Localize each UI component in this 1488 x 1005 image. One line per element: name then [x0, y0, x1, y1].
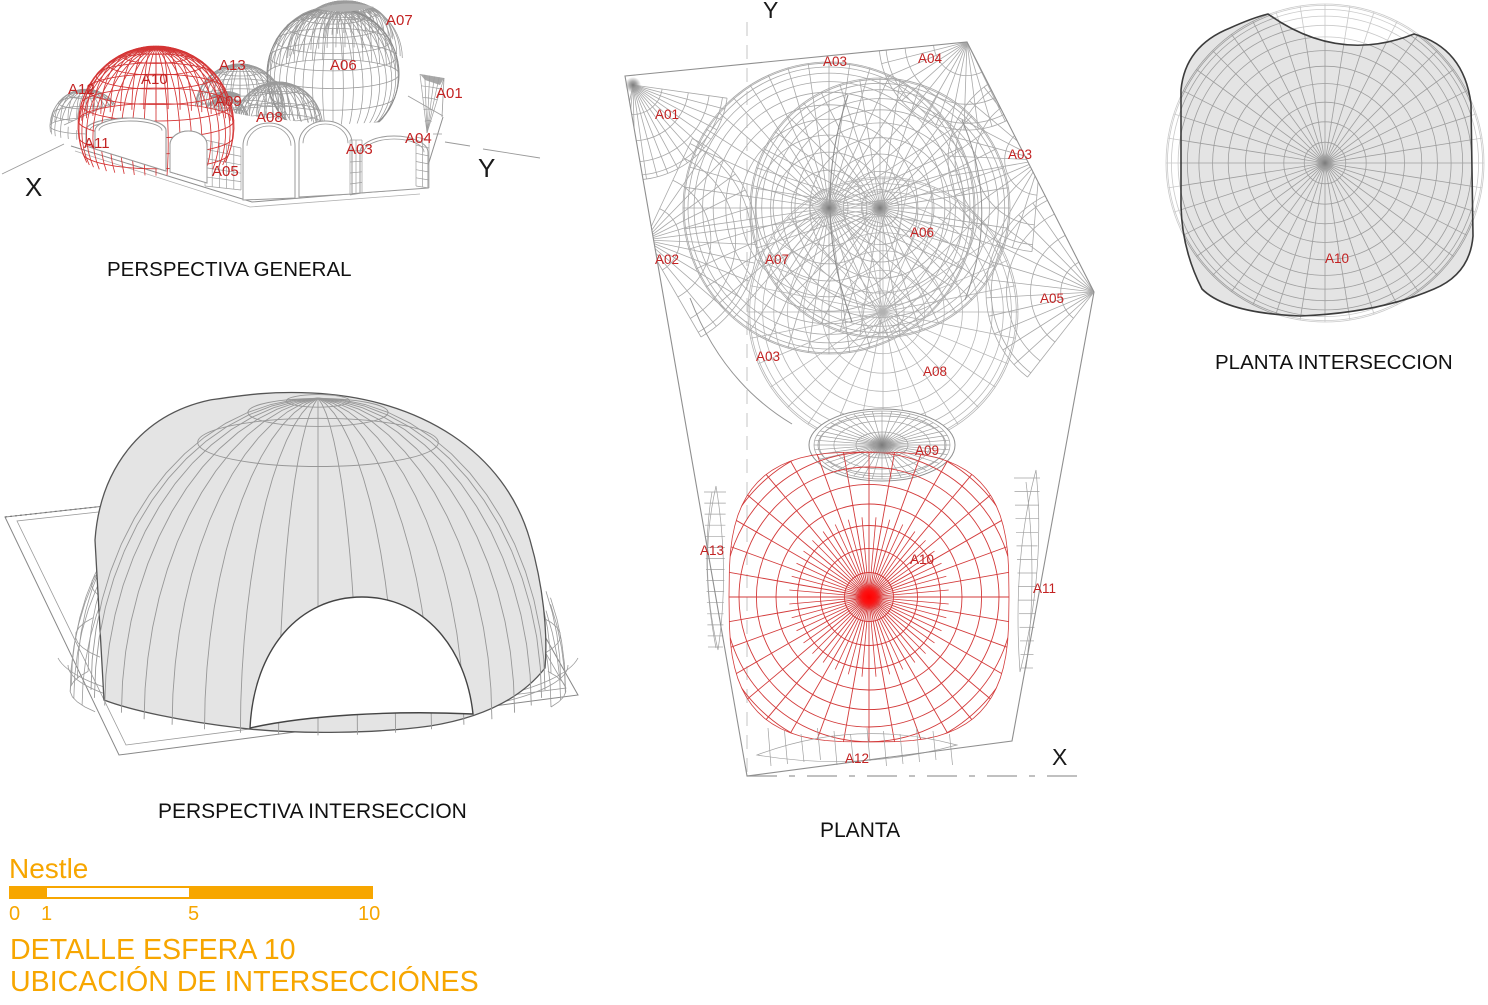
svg-text:A04: A04: [405, 130, 432, 147]
svg-text:0: 0: [9, 903, 20, 925]
svg-text:A08: A08: [923, 364, 947, 379]
svg-text:PLANTA: PLANTA: [820, 819, 900, 842]
svg-text:X: X: [1052, 744, 1067, 770]
svg-text:A12: A12: [845, 751, 869, 766]
svg-text:1: 1: [41, 903, 52, 925]
svg-text:A10: A10: [1325, 251, 1349, 266]
svg-text:A13: A13: [219, 57, 246, 74]
svg-text:Y: Y: [478, 153, 495, 183]
svg-text:PERSPECTIVA INTERSECCION: PERSPECTIVA INTERSECCION: [158, 800, 467, 823]
svg-text:A01: A01: [655, 107, 679, 122]
svg-text:A03: A03: [756, 349, 780, 364]
svg-text:A06: A06: [910, 225, 934, 240]
svg-text:PERSPECTIVA GENERAL: PERSPECTIVA GENERAL: [107, 258, 352, 281]
svg-text:A07: A07: [765, 252, 789, 267]
svg-text:A03: A03: [1008, 147, 1032, 162]
svg-text:A05: A05: [1040, 291, 1064, 306]
svg-text:A01: A01: [436, 85, 463, 102]
svg-text:PLANTA INTERSECCION: PLANTA INTERSECCION: [1215, 351, 1453, 374]
svg-text:UBICACIÓN DE INTERSECCIÓNES: UBICACIÓN DE INTERSECCIÓNES: [10, 965, 479, 998]
svg-text:A09: A09: [915, 443, 939, 458]
svg-text:10: 10: [358, 903, 380, 925]
svg-text:A08: A08: [256, 109, 283, 126]
svg-text:Nestle: Nestle: [9, 853, 88, 884]
svg-text:A04: A04: [918, 51, 943, 66]
svg-text:A07: A07: [386, 12, 413, 29]
svg-text:5: 5: [188, 903, 199, 925]
svg-text:Y: Y: [763, 0, 778, 23]
svg-text:DETALLE ESFERA 10: DETALLE ESFERA 10: [10, 934, 296, 966]
svg-text:A12: A12: [68, 81, 95, 98]
svg-text:A05: A05: [212, 163, 239, 180]
svg-text:A02: A02: [655, 252, 679, 267]
svg-text:X: X: [25, 172, 42, 202]
svg-text:A10: A10: [141, 71, 168, 88]
svg-text:A11: A11: [84, 135, 110, 152]
svg-text:A09: A09: [215, 93, 242, 110]
svg-text:A11: A11: [1033, 581, 1056, 596]
svg-text:A13: A13: [700, 543, 724, 558]
svg-text:A03: A03: [823, 54, 847, 69]
svg-text:A10: A10: [910, 552, 934, 567]
svg-text:A06: A06: [330, 57, 357, 74]
svg-text:A03: A03: [346, 141, 373, 158]
